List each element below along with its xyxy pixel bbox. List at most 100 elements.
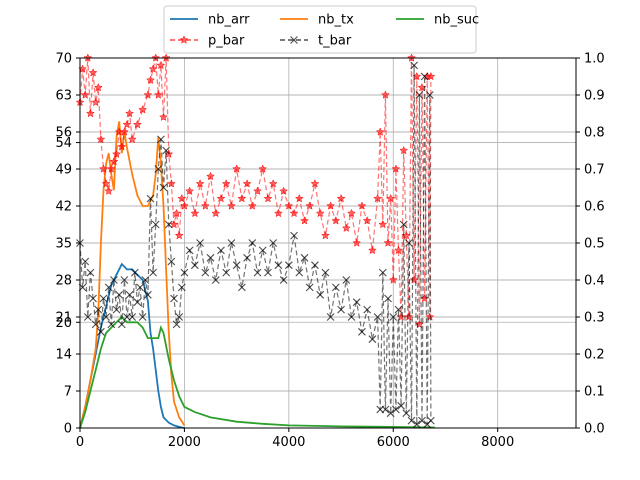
data-point-p_bar	[159, 112, 168, 121]
data-point-t_bar	[389, 313, 398, 321]
y-right-tick-label: 1.0	[584, 52, 605, 67]
data-point-p_bar	[112, 149, 122, 158]
data-point-p_bar	[247, 201, 257, 210]
data-point-p_bar	[206, 171, 215, 181]
data-point-p_bar	[415, 319, 424, 329]
data-point-p_bar	[420, 293, 430, 303]
data-point-p_bar	[394, 245, 403, 255]
data-point-p_bar	[177, 193, 187, 203]
y-right-tick-label: 0.8	[584, 126, 605, 141]
y-left-tick-label: 42	[55, 200, 72, 215]
data-point-t_bar	[206, 253, 215, 262]
y-left-tick-label: 49	[55, 163, 72, 178]
data-point-p_bar	[426, 71, 436, 81]
y-right-tick-label: 0.0	[584, 422, 605, 437]
data-point-t_bar	[352, 298, 361, 307]
data-point-t_bar	[91, 320, 100, 329]
data-point-p_bar	[331, 216, 341, 225]
data-point-t_bar	[363, 305, 372, 314]
data-point-p_bar	[242, 179, 252, 188]
y-left-tick-label: 14	[55, 348, 72, 363]
y-left-tick-label: 54	[55, 136, 72, 151]
data-point-t_bar	[151, 220, 160, 229]
series-line-t_bar	[79, 65, 432, 425]
data-point-t_bar	[175, 313, 184, 321]
y-right-tick-label: 0.7	[584, 163, 605, 178]
data-point-t_bar	[89, 294, 97, 303]
data-point-t_bar	[373, 313, 382, 321]
data-point-p_bar	[117, 142, 127, 151]
data-point-p_bar	[190, 208, 200, 218]
data-point-t_bar	[149, 268, 157, 277]
data-point-t_bar	[180, 268, 189, 277]
data-point-t_bar	[415, 91, 424, 99]
y-left-tick-label: 70	[55, 52, 72, 67]
data-point-t_bar	[264, 268, 272, 277]
data-point-p_bar	[132, 119, 142, 129]
data-point-t_bar	[170, 294, 178, 303]
data-point-t_bar	[154, 165, 163, 173]
data-point-t_bar	[399, 220, 408, 229]
data-point-t_bar	[164, 220, 173, 229]
data-point-p_bar	[289, 208, 299, 218]
data-point-t_bar	[167, 257, 176, 266]
data-point-t_bar	[102, 313, 110, 321]
data-point-p_bar	[99, 164, 108, 173]
data-point-p_bar	[88, 68, 98, 77]
data-point-p_bar	[211, 208, 221, 218]
data-point-t_bar	[141, 276, 150, 284]
y-right-tick-label: 0.3	[584, 311, 605, 326]
legend-label-t_bar: t_bar	[318, 34, 352, 49]
data-point-p_bar	[125, 108, 134, 118]
x-tick-label: 0	[76, 435, 84, 450]
legend-entry-t_bar: t_bar	[280, 34, 352, 49]
data-point-t_bar	[104, 283, 113, 292]
data-point-p_bar	[294, 193, 304, 203]
data-point-p_bar	[106, 164, 116, 173]
data-point-p_bar	[172, 208, 182, 218]
data-point-t_bar	[146, 194, 155, 203]
data-point-t_bar	[115, 290, 124, 299]
data-point-p_bar	[174, 230, 184, 240]
data-point-t_bar	[342, 276, 351, 284]
data-point-p_bar	[153, 90, 163, 99]
data-point-t_bar	[133, 298, 142, 307]
data-point-t_bar	[172, 320, 181, 329]
data-point-t_bar	[386, 409, 395, 418]
data-point-t_bar	[412, 420, 421, 429]
y-left-tick-label: 35	[55, 237, 72, 252]
data-point-t_bar	[321, 268, 330, 277]
data-point-p_bar	[362, 216, 372, 225]
data-point-p_bar	[326, 201, 335, 210]
series-layer	[75, 53, 436, 429]
data-point-p_bar	[216, 193, 226, 203]
legend-marker-t_bar	[290, 36, 298, 44]
data-point-p_bar	[122, 119, 132, 129]
data-point-p_bar	[347, 208, 356, 218]
legend: nb_arr nb_tx nb_suc p_bar t_bar	[163, 5, 479, 54]
data-point-p_bar	[109, 156, 119, 166]
data-point-t_bar	[125, 290, 134, 299]
data-point-p_bar	[399, 145, 409, 155]
data-point-t_bar	[81, 257, 90, 266]
data-point-p_bar	[253, 186, 262, 195]
data-point-p_bar	[195, 179, 205, 188]
data-point-t_bar	[248, 239, 257, 247]
data-point-p_bar	[179, 201, 189, 210]
data-point-t_bar	[407, 416, 416, 425]
data-point-t_bar	[284, 261, 293, 270]
data-point-t_bar	[420, 72, 429, 81]
x-tick-label: 6000	[377, 435, 410, 450]
data-point-p_bar	[127, 134, 137, 144]
data-point-t_bar	[418, 416, 426, 425]
data-point-p_bar	[146, 75, 155, 84]
y-right-tick-label: 0.4	[584, 274, 605, 289]
data-point-p_bar	[336, 193, 346, 203]
data-point-t_bar	[112, 305, 121, 314]
data-point-t_bar	[143, 290, 152, 299]
data-point-t_bar	[410, 61, 419, 70]
series-line-nb_suc	[79, 315, 436, 429]
data-point-p_bar	[321, 230, 330, 240]
data-point-p_bar	[305, 201, 315, 210]
